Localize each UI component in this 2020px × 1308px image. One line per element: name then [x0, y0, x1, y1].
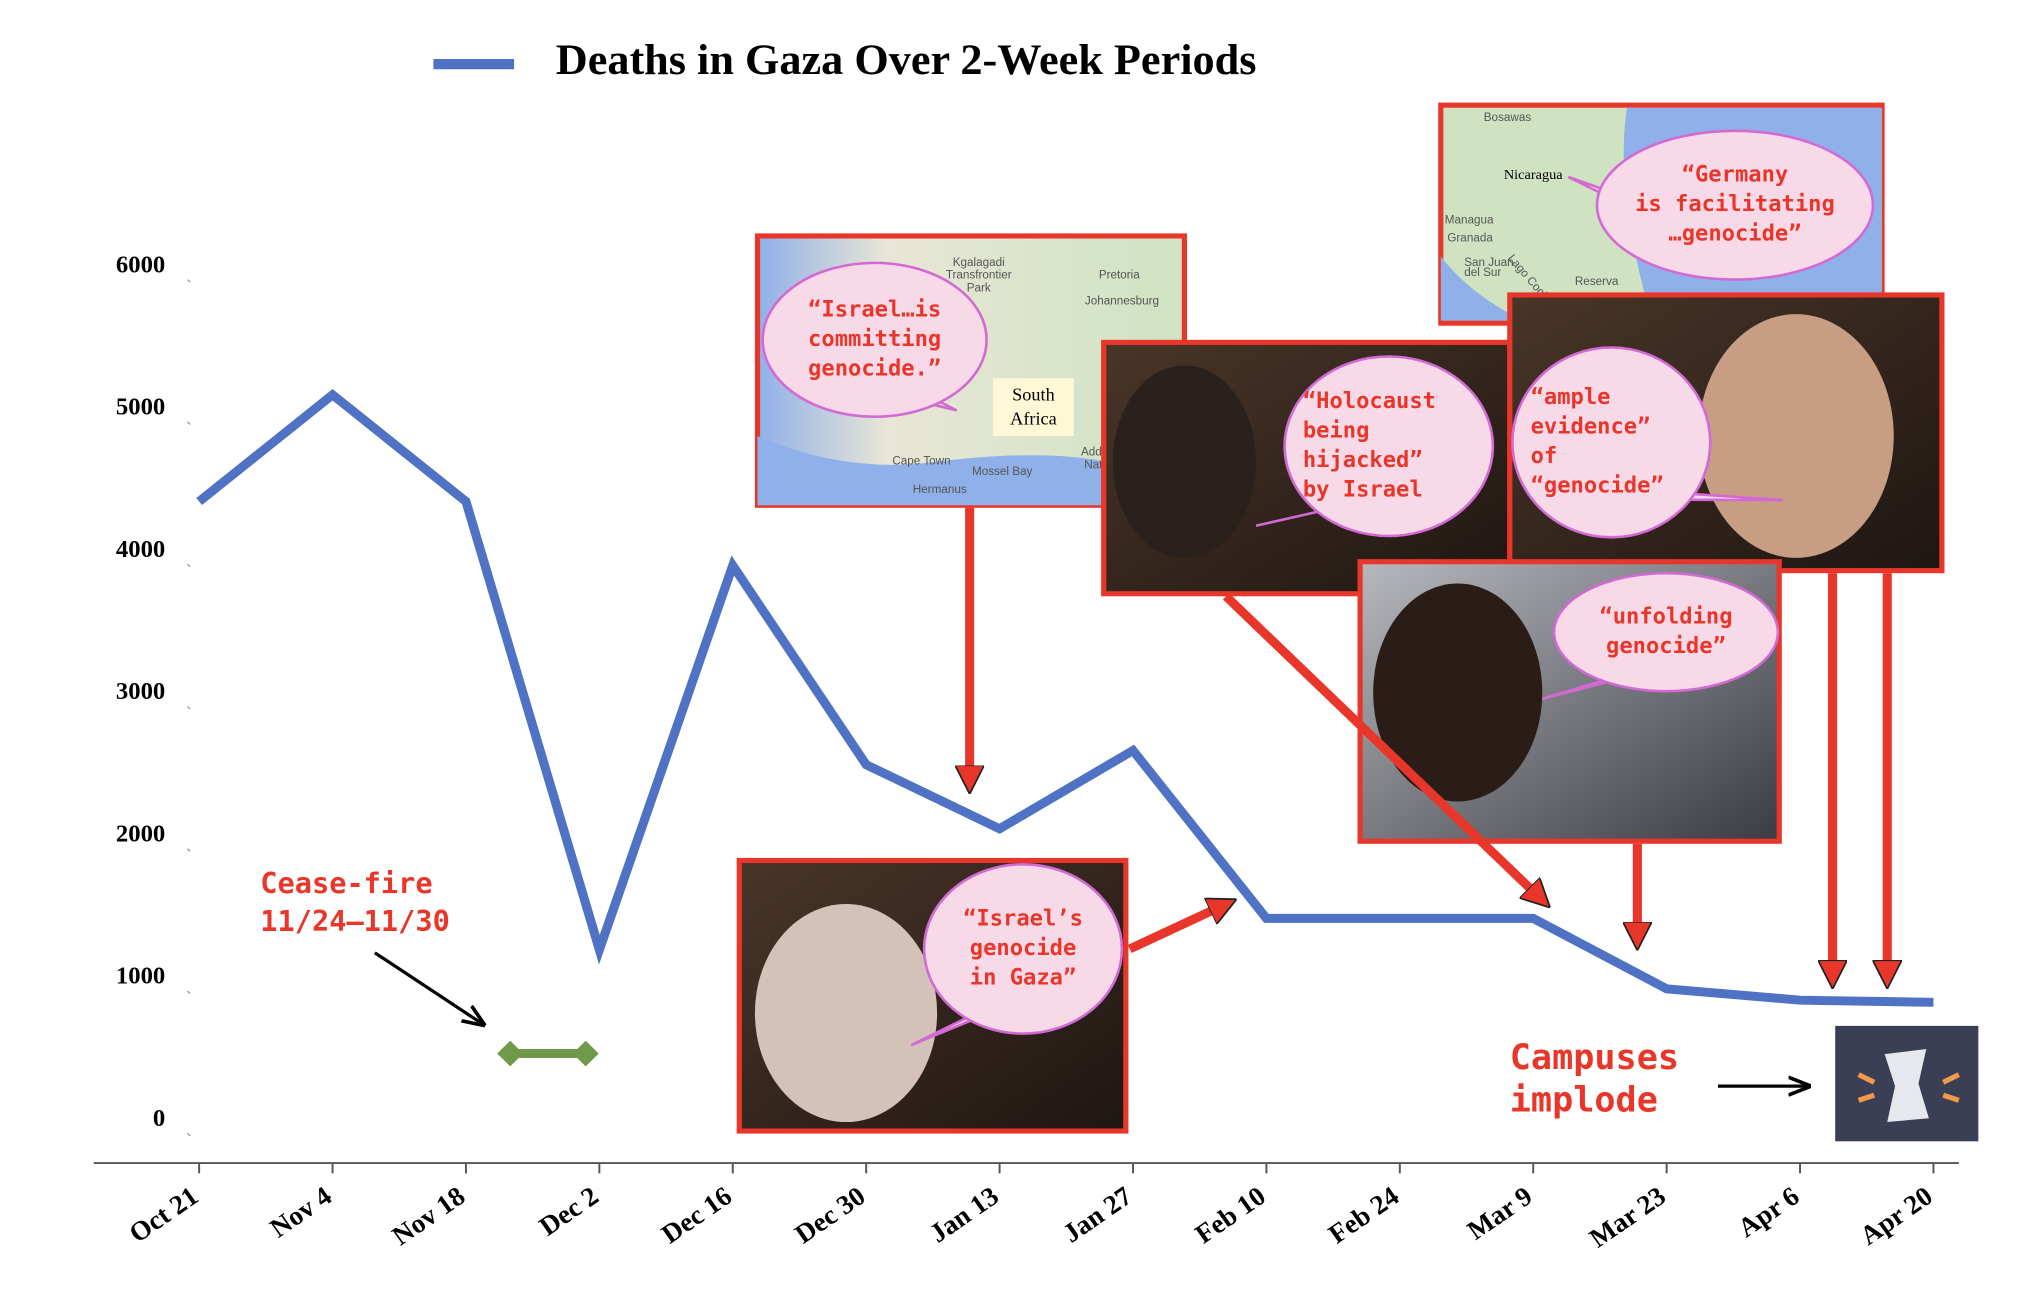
quote-text: …genocide”: [1668, 222, 1801, 247]
y-tick: [186, 279, 191, 283]
map-label: Africa: [1010, 409, 1057, 429]
speech-bubble: [1595, 129, 1875, 281]
annotation: Cease-fire: [260, 867, 432, 900]
y-tick: [186, 563, 191, 568]
photo-figure: [1373, 583, 1543, 802]
map-label: Mossel Bay: [972, 465, 1033, 478]
quote-text: genocide”: [1606, 634, 1726, 659]
map-label: Nicaragua: [1504, 167, 1563, 183]
ocean: [757, 423, 1185, 506]
map-label: Kgalagadi: [953, 256, 1005, 269]
x-tick-label: Mar 9: [1462, 1181, 1538, 1246]
y-tick-label: 3000: [116, 678, 165, 705]
x-tick-label: Apr 6: [1732, 1181, 1804, 1243]
arrows: [970, 507, 1888, 975]
map-label: Bosawas: [1484, 111, 1532, 124]
map-label: Transfrontier: [946, 269, 1012, 282]
quote-text: by Israel: [1303, 478, 1423, 503]
photo-figure: [754, 904, 938, 1123]
speech-bubble: [761, 261, 988, 419]
map-label: Johannesburg: [1085, 294, 1159, 307]
map-label: Pretoria: [1099, 269, 1140, 282]
quote-text: being: [1303, 419, 1370, 444]
speech-bubble: [1283, 355, 1495, 538]
speech-bubble: [922, 863, 1124, 1035]
quote-text: “Germany: [1682, 163, 1789, 188]
quote-text: “Holocaust: [1303, 389, 1436, 414]
quote-text: “ample: [1531, 385, 1611, 410]
ceasefire-end: [497, 1040, 524, 1067]
x-tick-label: Jan 13: [924, 1181, 1004, 1249]
speech-bubble: [1511, 346, 1712, 539]
y-tick-label: 4000: [116, 536, 165, 563]
quote-text: of: [1531, 444, 1558, 469]
x-tick-label: Feb 24: [1323, 1180, 1405, 1249]
map-label: Reserva: [1575, 275, 1619, 288]
quote-text: “genocide”: [1531, 474, 1664, 499]
campus-icon: [1835, 1025, 1979, 1142]
map-label: Park: [967, 282, 991, 295]
ocean: [1440, 256, 1523, 321]
x-tick-label: Oct 21: [123, 1181, 203, 1249]
label-box: [993, 378, 1074, 436]
map-label: Managua: [1445, 214, 1494, 227]
y-tick: [186, 848, 191, 852]
x-tick-label: Feb 10: [1189, 1181, 1270, 1250]
map-label: Hermanus: [913, 483, 967, 496]
arrow: [1127, 905, 1224, 953]
data-line: [196, 389, 1934, 1007]
map-label: del Sur: [1464, 266, 1501, 279]
quote-text: genocide.”: [808, 356, 941, 381]
map-label: San Juan: [1464, 256, 1513, 269]
quote-text: evidence”: [1531, 415, 1651, 440]
ceasefire-end: [572, 1040, 599, 1067]
photo-figure: [1698, 314, 1894, 558]
x-tick-label: Dec 30: [789, 1181, 870, 1250]
quote-text: is facilitating: [1635, 192, 1835, 217]
y-tick-label: 6000: [116, 251, 165, 278]
y-tick: [186, 990, 191, 994]
map-label: Granada: [1447, 232, 1493, 245]
quote-text: genocide: [970, 936, 1077, 961]
icon-building: [1884, 1048, 1929, 1123]
x-tick-label: Jan 27: [1057, 1181, 1137, 1249]
y-tick: [186, 705, 191, 710]
photo-figure: [1112, 365, 1256, 558]
speech-bubble: [1552, 571, 1780, 693]
x-tick-label: Dec 16: [656, 1181, 737, 1250]
y-tick-label: 1000: [116, 963, 165, 990]
x-tick-label: Dec 2: [534, 1181, 604, 1242]
x-tick-label: Apr 20: [1854, 1181, 1937, 1251]
y-tick-label: 0: [153, 1105, 165, 1132]
quote-text: “unfolding: [1599, 605, 1732, 630]
y-tick: [186, 421, 191, 425]
quote-text: in Gaza”: [970, 966, 1077, 991]
x-tick-label: Nov 4: [264, 1180, 337, 1243]
x-tick-label: Mar 23: [1584, 1181, 1671, 1254]
y-tick-label: 5000: [116, 394, 165, 421]
x-tick-label: Nov 18: [387, 1181, 471, 1251]
y-tick-label: 2000: [116, 821, 165, 848]
annotation: Campuses: [1510, 1038, 1679, 1078]
annotation: implode: [1510, 1081, 1658, 1121]
y-tick: [186, 1132, 191, 1137]
arrow: [373, 951, 482, 1024]
quote-text: “Israel’s: [963, 907, 1083, 932]
quote-text: “Israel…is: [808, 297, 941, 322]
legend-label: Deaths in Gaza Over 2-Week Periods: [556, 35, 1257, 84]
quote-text: committing: [808, 327, 941, 352]
icon-rays: [1857, 1072, 1960, 1103]
map-label: South: [1012, 384, 1055, 404]
quote-text: hijacked”: [1303, 448, 1423, 473]
map-label: Cape Town: [892, 455, 950, 468]
annotation: 11/24–11/30: [260, 905, 450, 938]
arrow: [1222, 593, 1540, 897]
